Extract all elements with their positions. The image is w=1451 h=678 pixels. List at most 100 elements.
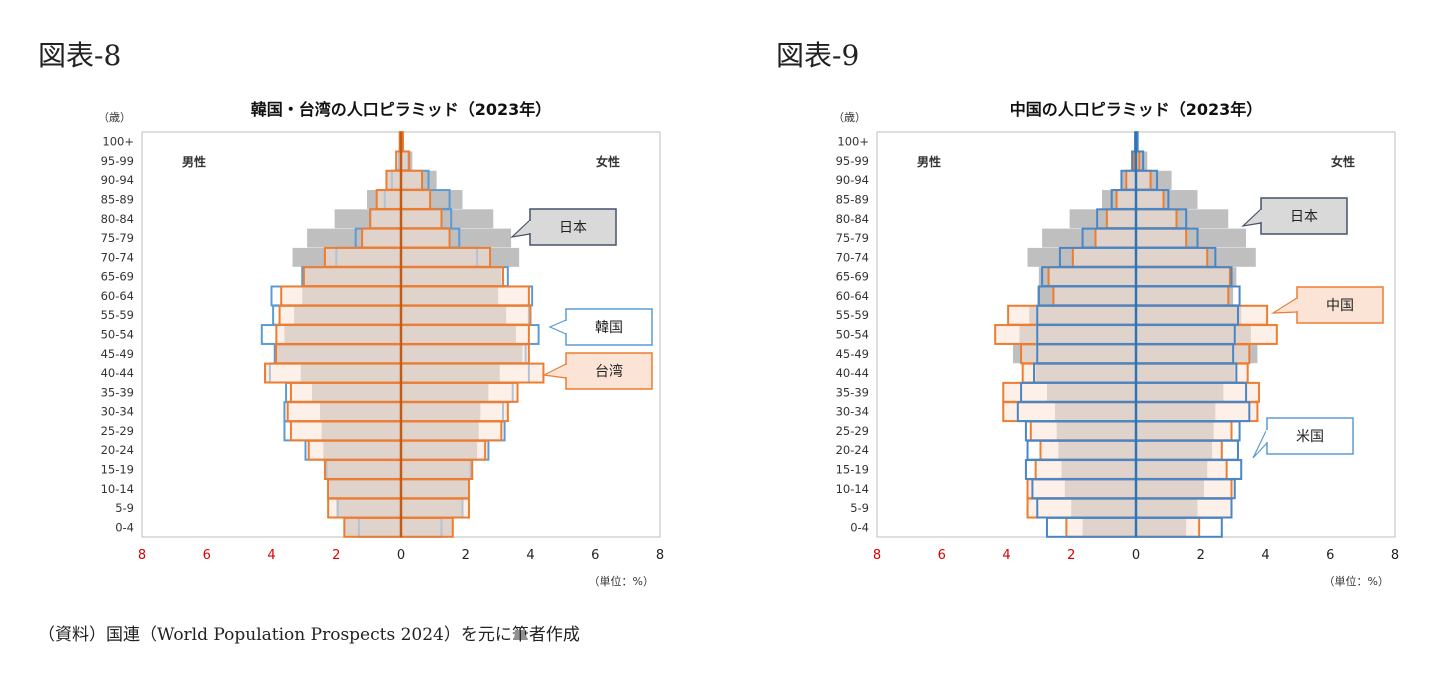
y-tick-label: 5-9 (850, 501, 869, 515)
bar-female-40-44 (1135, 362, 1249, 384)
y-tick-label: 80-84 (836, 212, 869, 226)
female-label: 女性 (596, 154, 620, 169)
callout-日本: 日本 (510, 208, 617, 246)
bar-male-5-9 (1026, 497, 1137, 519)
bar-female-0-4 (400, 516, 454, 538)
bar-female-55-59 (400, 304, 532, 326)
bar-female-90-94 (400, 169, 424, 191)
x-tick-label: 6 (938, 548, 946, 563)
bar-female-85-89 (1135, 189, 1165, 210)
bar-female-70-74 (1135, 246, 1209, 268)
bar-female-60-64 (1135, 285, 1230, 307)
y-tick-label: 15-19 (101, 463, 134, 477)
y-tick-label: 20-24 (836, 443, 869, 457)
x-tick-label: 2 (332, 548, 340, 563)
y-tick-label: 10-14 (836, 482, 869, 496)
bar-female-65-69 (1135, 266, 1231, 288)
bar-male-75-79 (361, 227, 402, 249)
unit-note: （単位：%） (589, 574, 654, 588)
pyramid-chart-china: 中国の人口ピラミッド（2023年）（歳）男性 女性100+95-9990-9485… (833, 100, 1399, 588)
callout-中国: 中国 (1270, 286, 1384, 324)
bar-male-50-54 (994, 324, 1137, 345)
bar-female-15-19 (400, 459, 474, 480)
callout-label: 日本 (559, 220, 587, 236)
bar-female-5-9 (1135, 497, 1233, 519)
bar-male-50-54 (275, 324, 402, 345)
y-tick-label: 85-89 (101, 193, 134, 207)
y-axis-title: （歳） (98, 111, 131, 124)
bar-male-20-24 (1039, 439, 1137, 461)
y-tick-label: 95-99 (836, 154, 869, 168)
x-tick-label: 4 (1261, 548, 1269, 563)
y-tick-label: 35-39 (101, 385, 134, 399)
y-tick-label: 70-74 (836, 250, 869, 264)
x-tick-label: 8 (1391, 548, 1399, 563)
bar-female-80-84 (1135, 208, 1178, 230)
bar-female-70-74 (400, 246, 492, 268)
bar-female-45-49 (400, 343, 530, 365)
female-label: 女性 (1331, 154, 1355, 169)
y-tick-label: 60-64 (101, 289, 134, 303)
y-tick-label: 100+ (837, 135, 869, 149)
callout-seam (1266, 430, 1269, 442)
x-tick-label: 2 (1067, 548, 1075, 563)
y-axis-title: （歳） (833, 111, 866, 124)
pyramid-chart-korea-taiwan: 韓国・台湾の人口ピラミッド（2023年） （歳） 男性 女性 100+ 95-99 90-9… (98, 100, 664, 588)
y-tick-label: 100+ (102, 135, 134, 149)
bar-male-30-34 (286, 401, 402, 423)
callout-韓国: 韓国 (548, 308, 653, 346)
bar-male-75-79 (1094, 227, 1137, 249)
callout-pointer (1241, 208, 1262, 227)
bar-male-90-94 (385, 169, 402, 191)
bar-male-70-74 (323, 246, 402, 268)
bar-female-25-29 (400, 420, 503, 442)
bar-female-10-14 (1135, 478, 1233, 500)
y-tick-label: 75-79 (101, 231, 134, 245)
bar-male-15-19 (323, 459, 402, 480)
bar-male-40-44 (264, 362, 402, 384)
bar-female-75-79 (400, 227, 451, 249)
bar-male-45-49 (1020, 343, 1138, 365)
bar-male-15-19 (1034, 459, 1137, 480)
y-tick-label: 75-79 (836, 231, 869, 245)
source-note: （資料）国連（World Population Prospects 2024）を… (38, 625, 580, 645)
callout-label: 韓国 (595, 320, 623, 336)
bar-male-25-29 (289, 420, 402, 442)
bar-male-65-69 (302, 266, 402, 288)
unit-note: （単位：%） (1324, 574, 1389, 588)
y-tick-label: 70-74 (101, 250, 134, 264)
bar-female-60-64 (400, 285, 530, 307)
bar-female-30-34 (400, 401, 509, 423)
y-tick-label: 45-49 (836, 347, 869, 361)
bar-female-5-9 (400, 497, 470, 519)
bar-male-70-74 (1071, 246, 1137, 268)
x-tick-label: 6 (591, 548, 599, 563)
x-tick-label: 6 (1326, 548, 1334, 563)
y-tick-label: 85-89 (836, 193, 869, 207)
callout-box (1296, 286, 1384, 324)
y-tick-label: 65-69 (836, 270, 869, 284)
y-tick-label: 50-54 (836, 328, 869, 342)
chart-title: 中国の人口ピラミッド（2023年） (1010, 100, 1263, 119)
y-tick-label: 35-39 (836, 385, 869, 399)
y-tick-label: 40-44 (836, 366, 869, 380)
bar-female-90-94 (1135, 169, 1152, 191)
callout-seam (565, 321, 568, 333)
callout-seam (1260, 210, 1263, 222)
bar-male-55-59 (1007, 304, 1137, 326)
callout-label: 米国 (1296, 429, 1324, 445)
figure-label-9: 図表-9 (776, 39, 860, 72)
x-tick-label: 0 (397, 548, 405, 563)
bar-female-65-69 (400, 266, 504, 288)
bar-female-40-44 (400, 362, 545, 384)
y-tick-label: 0-4 (115, 520, 134, 534)
bar-male-80-84 (1105, 208, 1137, 230)
bar-female-25-29 (1135, 420, 1233, 442)
bar-female-35-39 (400, 381, 519, 403)
callout-pointer (1252, 428, 1268, 459)
y-tick-label: 10-14 (101, 482, 134, 496)
bar-male-45-49 (275, 343, 402, 365)
x-tick-label: 8 (873, 548, 881, 563)
x-tick-label: 6 (203, 548, 211, 563)
callout-seam (565, 365, 568, 377)
